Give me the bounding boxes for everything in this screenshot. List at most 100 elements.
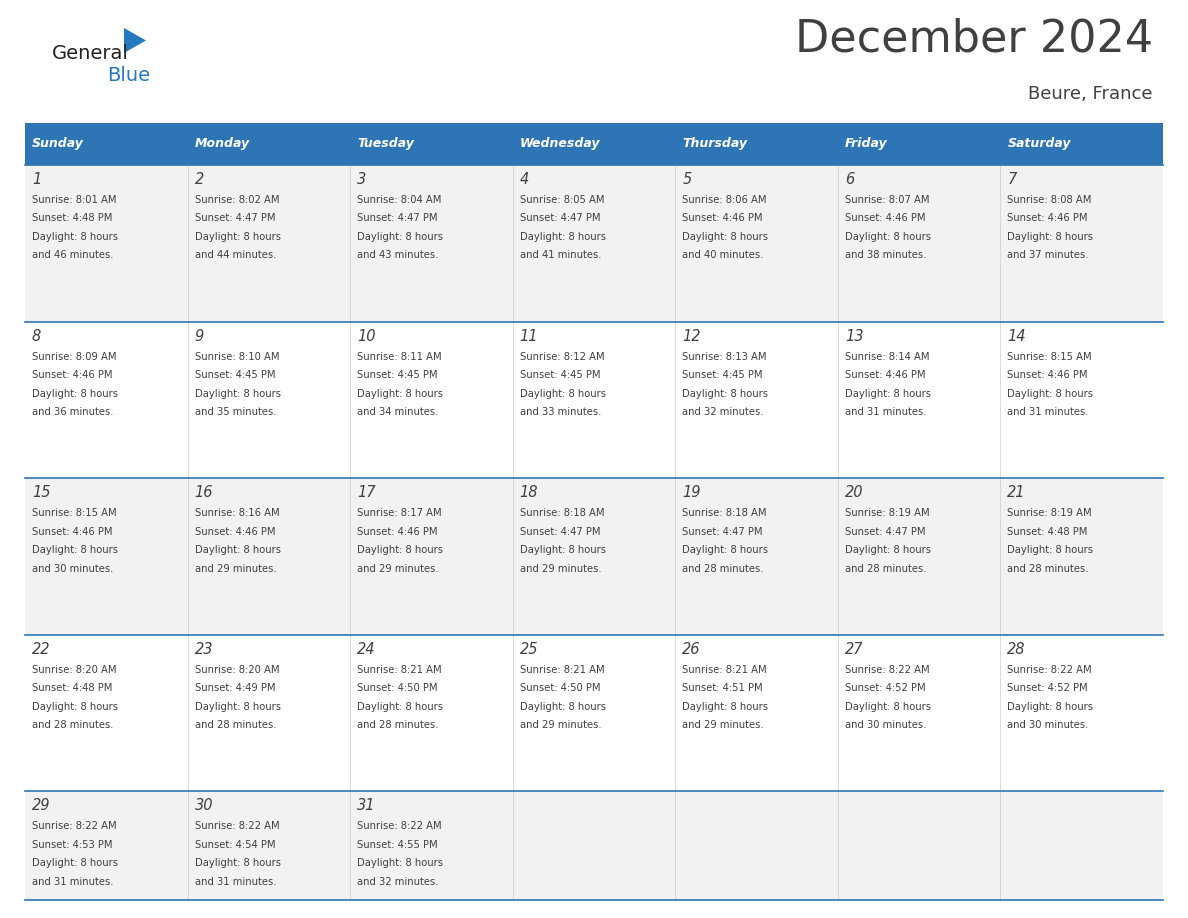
Text: and 31 minutes.: and 31 minutes. bbox=[32, 877, 114, 887]
Text: Sunrise: 8:12 AM: Sunrise: 8:12 AM bbox=[519, 352, 605, 362]
Text: Sunset: 4:46 PM: Sunset: 4:46 PM bbox=[1007, 370, 1088, 380]
Bar bbox=[675, 634, 838, 791]
Text: and 31 minutes.: and 31 minutes. bbox=[195, 877, 276, 887]
Text: Sunset: 4:46 PM: Sunset: 4:46 PM bbox=[845, 370, 925, 380]
Text: Daylight: 8 hours: Daylight: 8 hours bbox=[32, 545, 118, 555]
Text: 13: 13 bbox=[845, 329, 864, 343]
Text: 14: 14 bbox=[1007, 329, 1026, 343]
Text: Blue: Blue bbox=[107, 66, 150, 85]
Text: 7: 7 bbox=[1007, 172, 1017, 187]
Bar bbox=[25, 791, 188, 900]
Bar bbox=[188, 791, 350, 900]
Text: and 33 minutes.: and 33 minutes. bbox=[519, 407, 601, 417]
Bar bbox=[675, 123, 838, 165]
Text: Sunset: 4:47 PM: Sunset: 4:47 PM bbox=[358, 214, 437, 223]
Polygon shape bbox=[124, 28, 146, 53]
Text: Sunrise: 8:11 AM: Sunrise: 8:11 AM bbox=[358, 352, 442, 362]
Text: Daylight: 8 hours: Daylight: 8 hours bbox=[682, 701, 769, 711]
Text: and 36 minutes.: and 36 minutes. bbox=[32, 407, 114, 417]
Text: and 32 minutes.: and 32 minutes. bbox=[682, 407, 764, 417]
Bar bbox=[1000, 791, 1163, 900]
Text: and 35 minutes.: and 35 minutes. bbox=[195, 407, 276, 417]
Text: and 40 minutes.: and 40 minutes. bbox=[682, 251, 764, 261]
Bar bbox=[675, 478, 838, 634]
Bar bbox=[25, 634, 188, 791]
Bar bbox=[25, 123, 188, 165]
Text: Daylight: 8 hours: Daylight: 8 hours bbox=[519, 545, 606, 555]
Text: Sunset: 4:47 PM: Sunset: 4:47 PM bbox=[519, 527, 600, 537]
Text: 17: 17 bbox=[358, 485, 375, 500]
Text: Sunset: 4:52 PM: Sunset: 4:52 PM bbox=[1007, 683, 1088, 693]
Text: Daylight: 8 hours: Daylight: 8 hours bbox=[1007, 232, 1093, 242]
Text: 20: 20 bbox=[845, 485, 864, 500]
Bar bbox=[675, 165, 838, 321]
Text: Beure, France: Beure, France bbox=[1029, 85, 1154, 103]
Text: Sunrise: 8:18 AM: Sunrise: 8:18 AM bbox=[519, 508, 605, 518]
Text: Sunrise: 8:07 AM: Sunrise: 8:07 AM bbox=[845, 195, 929, 205]
Text: Sunrise: 8:22 AM: Sunrise: 8:22 AM bbox=[358, 822, 442, 831]
Bar bbox=[188, 478, 350, 634]
Text: and 30 minutes.: and 30 minutes. bbox=[1007, 720, 1089, 730]
Text: Daylight: 8 hours: Daylight: 8 hours bbox=[358, 858, 443, 868]
Text: 2: 2 bbox=[195, 172, 204, 187]
Text: 26: 26 bbox=[682, 642, 701, 656]
Text: Sunrise: 8:06 AM: Sunrise: 8:06 AM bbox=[682, 195, 766, 205]
Text: Daylight: 8 hours: Daylight: 8 hours bbox=[845, 232, 931, 242]
Bar bbox=[838, 321, 1000, 478]
Text: and 43 minutes.: and 43 minutes. bbox=[358, 251, 438, 261]
Text: Sunset: 4:49 PM: Sunset: 4:49 PM bbox=[195, 683, 276, 693]
Bar bbox=[838, 791, 1000, 900]
Text: and 28 minutes.: and 28 minutes. bbox=[845, 564, 927, 574]
Text: and 29 minutes.: and 29 minutes. bbox=[358, 564, 438, 574]
Text: Sunrise: 8:21 AM: Sunrise: 8:21 AM bbox=[519, 665, 605, 675]
Text: and 38 minutes.: and 38 minutes. bbox=[845, 251, 927, 261]
Bar bbox=[350, 791, 513, 900]
Text: 9: 9 bbox=[195, 329, 204, 343]
Text: Sunrise: 8:09 AM: Sunrise: 8:09 AM bbox=[32, 352, 116, 362]
Text: Sunset: 4:47 PM: Sunset: 4:47 PM bbox=[519, 214, 600, 223]
Text: 1: 1 bbox=[32, 172, 42, 187]
Text: Sunrise: 8:14 AM: Sunrise: 8:14 AM bbox=[845, 352, 929, 362]
Text: and 37 minutes.: and 37 minutes. bbox=[1007, 251, 1089, 261]
Bar bbox=[675, 321, 838, 478]
Text: Sunrise: 8:22 AM: Sunrise: 8:22 AM bbox=[32, 822, 116, 831]
Text: Sunset: 4:51 PM: Sunset: 4:51 PM bbox=[682, 683, 763, 693]
Text: 3: 3 bbox=[358, 172, 366, 187]
Text: Sunrise: 8:02 AM: Sunrise: 8:02 AM bbox=[195, 195, 279, 205]
Bar bbox=[838, 634, 1000, 791]
Text: Daylight: 8 hours: Daylight: 8 hours bbox=[845, 545, 931, 555]
Text: Sunset: 4:53 PM: Sunset: 4:53 PM bbox=[32, 840, 113, 850]
Text: Sunrise: 8:21 AM: Sunrise: 8:21 AM bbox=[358, 665, 442, 675]
Text: Sunrise: 8:22 AM: Sunrise: 8:22 AM bbox=[1007, 665, 1092, 675]
Bar bbox=[838, 165, 1000, 321]
Text: 27: 27 bbox=[845, 642, 864, 656]
Text: Daylight: 8 hours: Daylight: 8 hours bbox=[32, 232, 118, 242]
Text: Thursday: Thursday bbox=[682, 138, 747, 151]
Text: 30: 30 bbox=[195, 798, 213, 813]
Text: Sunrise: 8:17 AM: Sunrise: 8:17 AM bbox=[358, 508, 442, 518]
Bar bbox=[513, 123, 675, 165]
Text: Sunset: 4:46 PM: Sunset: 4:46 PM bbox=[358, 527, 437, 537]
Text: and 46 minutes.: and 46 minutes. bbox=[32, 251, 114, 261]
Text: Sunset: 4:47 PM: Sunset: 4:47 PM bbox=[195, 214, 276, 223]
Text: and 29 minutes.: and 29 minutes. bbox=[682, 720, 764, 730]
Text: and 34 minutes.: and 34 minutes. bbox=[358, 407, 438, 417]
Bar bbox=[350, 634, 513, 791]
Bar bbox=[25, 478, 188, 634]
Text: Sunrise: 8:10 AM: Sunrise: 8:10 AM bbox=[195, 352, 279, 362]
Text: Daylight: 8 hours: Daylight: 8 hours bbox=[1007, 388, 1093, 398]
Bar bbox=[838, 123, 1000, 165]
Text: Daylight: 8 hours: Daylight: 8 hours bbox=[358, 388, 443, 398]
Text: Sunset: 4:46 PM: Sunset: 4:46 PM bbox=[845, 214, 925, 223]
Text: Tuesday: Tuesday bbox=[358, 138, 413, 151]
Bar bbox=[1000, 165, 1163, 321]
Bar bbox=[513, 634, 675, 791]
Bar bbox=[350, 321, 513, 478]
Text: Sunset: 4:45 PM: Sunset: 4:45 PM bbox=[358, 370, 437, 380]
Text: Daylight: 8 hours: Daylight: 8 hours bbox=[519, 232, 606, 242]
Text: Daylight: 8 hours: Daylight: 8 hours bbox=[845, 701, 931, 711]
Text: Friday: Friday bbox=[845, 138, 887, 151]
Text: Daylight: 8 hours: Daylight: 8 hours bbox=[32, 701, 118, 711]
Text: Sunrise: 8:01 AM: Sunrise: 8:01 AM bbox=[32, 195, 116, 205]
Text: and 41 minutes.: and 41 minutes. bbox=[519, 251, 601, 261]
